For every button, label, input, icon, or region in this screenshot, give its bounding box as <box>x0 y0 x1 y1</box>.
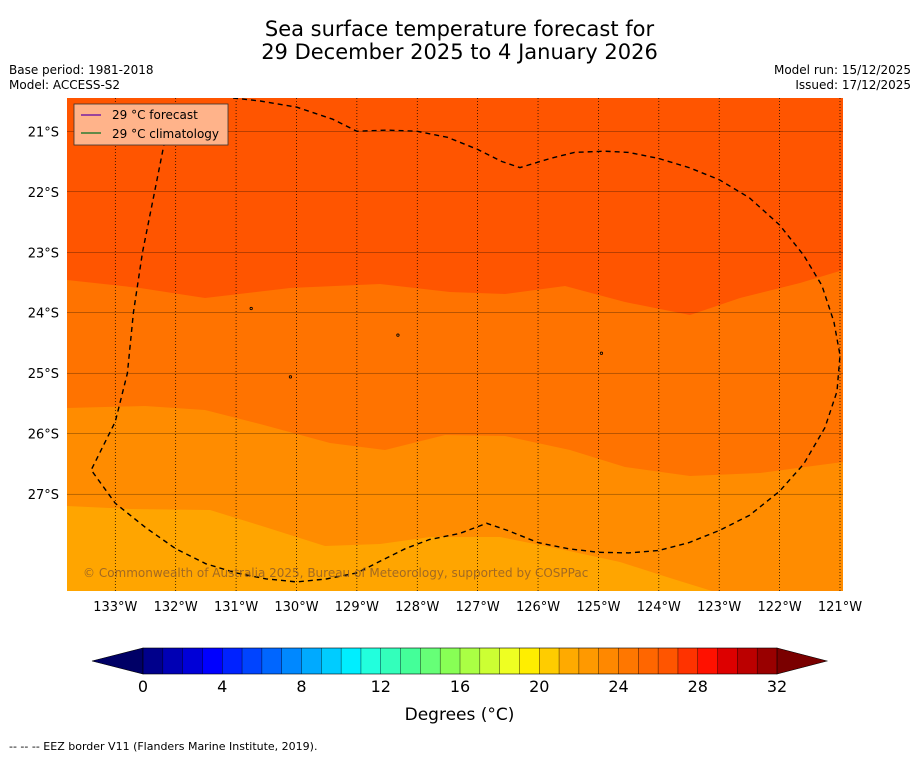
colorbar-tick-label: 32 <box>767 677 787 696</box>
lon-tick-label: 123°W <box>697 600 741 615</box>
colorbar-over-arrow <box>776 647 829 675</box>
colorbar-segment <box>677 648 699 674</box>
colorbar-segment <box>321 648 342 674</box>
model-run-text: Model run: 15/12/2025 <box>773 63 911 77</box>
colorbar-segment <box>598 648 619 674</box>
colorbar-segment <box>162 648 183 674</box>
lon-tick-label: 121°W <box>818 600 862 615</box>
colorbar-segment <box>578 648 599 674</box>
temperature-field <box>67 98 843 591</box>
islands <box>249 306 604 379</box>
colorbar-segment <box>519 648 540 674</box>
legend-background <box>73 103 229 146</box>
colorbar-segment <box>697 648 718 674</box>
lon-tick-label: 132°W <box>154 600 198 615</box>
longitude-labels: 133°W 132°W 131°W 130°W 129°W 128°W 127°W 126°W… <box>93 600 862 615</box>
colorbar-segment <box>460 648 481 674</box>
colorbar-under-arrow <box>91 647 144 675</box>
meta-right: Model run: 15/12/2025 Issued: 17/12/2025 <box>774 63 911 93</box>
model-text: Model: ACCESS-S2 <box>9 78 121 92</box>
lon-tick-label: 129°W <box>335 600 379 615</box>
colorbar-tick-labels: 0 4 8 12 16 20 24 28 32 <box>138 677 787 696</box>
colorbar-segment <box>341 648 362 674</box>
colorbar-segment <box>717 648 738 674</box>
lat-tick-label: 26°S <box>28 428 59 443</box>
colorbar-frame <box>142 647 778 675</box>
island-marker <box>599 351 604 355</box>
copyright-watermark: © Commonwealth of Australia 2025, Bureau… <box>83 566 588 580</box>
colorbar-segment <box>400 648 421 674</box>
colorbar-segment <box>638 648 659 674</box>
title-line-2: 29 December 2025 to 4 January 2026 <box>261 40 658 64</box>
island-marker <box>249 306 253 311</box>
colorbar-segment <box>658 648 679 674</box>
colorbar-segment <box>380 648 401 674</box>
colorbar-segment <box>440 648 461 674</box>
band-25-to-26 <box>67 506 712 591</box>
colorbar-segment <box>261 648 282 674</box>
colorbar-segment <box>222 648 243 674</box>
colorbar-segment <box>737 648 758 674</box>
colorbar-segment <box>499 648 520 674</box>
legend-climatology-label: 29 °C climatology <box>112 127 219 141</box>
colorbar-segment <box>202 648 223 674</box>
colorbar-segment <box>757 648 778 674</box>
colorbar-segment <box>281 648 302 674</box>
base-period-text: Base period: 1981-2018 <box>9 63 154 77</box>
colorbar <box>91 647 829 675</box>
issued-text: Issued: 17/12/2025 <box>795 78 911 92</box>
colorbar-segment <box>618 648 639 674</box>
island-marker <box>288 375 293 379</box>
colorbar-tick-label: 28 <box>688 677 708 696</box>
lon-tick-label: 126°W <box>516 600 560 615</box>
lat-tick-label: 23°S <box>28 246 59 261</box>
colorbar-tick-label: 0 <box>138 677 148 696</box>
colorbar-segment <box>143 648 164 674</box>
lon-tick-label: 124°W <box>637 600 681 615</box>
lat-tick-label: 21°S <box>28 125 59 140</box>
legend-box: 29 °C forecast 29 °C climatology <box>73 103 229 146</box>
island-marker <box>396 333 400 337</box>
colorbar-segment <box>182 648 203 674</box>
colorbar-segment <box>301 648 322 674</box>
lat-tick-label: 22°S <box>28 186 59 201</box>
colorbar-tick-label: 20 <box>529 677 549 696</box>
lon-tick-label: 122°W <box>758 600 802 615</box>
colorbar-tick-label: 12 <box>371 677 391 696</box>
eez-border-line <box>90 98 841 583</box>
lon-tick-label: 133°W <box>93 600 137 615</box>
meta-left: Base period: 1981-2018 Model: ACCESS-S2 <box>9 63 154 93</box>
latitude-labels: 21°S 22°S 23°S 24°S 25°S 26°S 27°S <box>28 125 59 503</box>
colorbar-segment <box>479 648 500 674</box>
footer-note: -- -- -- EEZ border V11 (Flanders Marine… <box>9 740 318 753</box>
colorbar-segment <box>242 648 263 674</box>
colorbar-tick-label: 4 <box>217 677 227 696</box>
lon-tick-label: 127°W <box>456 600 500 615</box>
lat-tick-label: 25°S <box>28 367 59 382</box>
lat-tick-label: 24°S <box>28 307 59 322</box>
chart-title: Sea surface temperature forecast for 29 … <box>0 18 919 64</box>
lon-tick-label: 130°W <box>274 600 318 615</box>
colorbar-tick-label: 24 <box>608 677 628 696</box>
lon-tick-label: 125°W <box>576 600 620 615</box>
lat-tick-label: 27°S <box>28 488 59 503</box>
colorbar-segment <box>360 648 382 674</box>
lon-tick-label: 131°W <box>214 600 258 615</box>
colorbar-label: Degrees (°C) <box>404 705 515 725</box>
colorbar-segment <box>559 648 580 674</box>
colorbar-segment <box>420 648 441 674</box>
legend-forecast-label: 29 °C forecast <box>112 108 198 122</box>
colorbar-segment <box>539 648 560 674</box>
colorbar-tick-label: 16 <box>450 677 470 696</box>
title-line-1: Sea surface temperature forecast for <box>264 17 655 41</box>
colorbar-tick-label: 8 <box>296 677 306 696</box>
lon-tick-label: 128°W <box>395 600 439 615</box>
